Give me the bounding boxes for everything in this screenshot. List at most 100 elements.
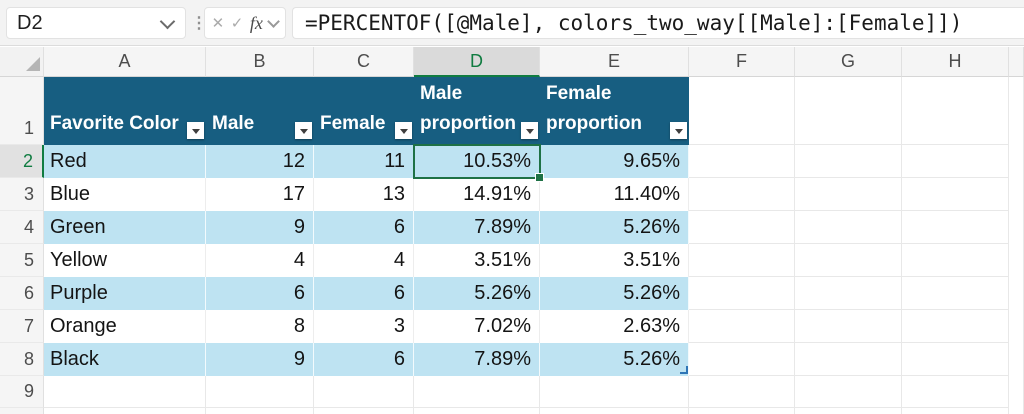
cell-b10[interactable] [206,408,314,414]
cell-b2[interactable]: 12 [206,145,314,178]
column-header-e[interactable]: E [540,47,689,77]
cell-h6[interactable] [902,277,1009,310]
filter-button-female-proportion[interactable] [670,122,687,139]
enter-button[interactable]: ✓ [230,15,244,32]
cell-f5[interactable] [689,244,795,277]
cell-d7[interactable]: 7.02% [414,310,540,343]
row-header-2-selected[interactable]: 2 [0,145,44,178]
cell-f10[interactable] [689,408,795,414]
cell-h2[interactable] [902,145,1009,178]
cell-h9[interactable] [902,376,1009,408]
cell-c2[interactable]: 11 [314,145,414,178]
column-header-b[interactable]: B [206,47,314,77]
cell-a7[interactable]: Orange [44,310,206,343]
row-header-8[interactable]: 8 [0,343,44,376]
filter-button-male[interactable] [295,122,312,139]
cell-c5[interactable]: 4 [314,244,414,277]
row-header-3[interactable]: 3 [0,178,44,211]
cell-b5[interactable]: 4 [206,244,314,277]
cell-d3[interactable]: 14.91% [414,178,540,211]
cell-e9[interactable] [540,376,689,408]
cell-g1[interactable] [795,77,902,145]
cell-f8[interactable] [689,343,795,376]
cell-b8[interactable]: 9 [206,343,314,376]
cell-g3[interactable] [795,178,902,211]
cell-a9[interactable] [44,376,206,408]
cell-h3[interactable] [902,178,1009,211]
cell-b4[interactable]: 9 [206,211,314,244]
cell-g4[interactable] [795,211,902,244]
column-header-d-selected[interactable]: D [414,47,540,77]
cell-f3[interactable] [689,178,795,211]
row-header-6[interactable]: 6 [0,277,44,310]
cell-h5[interactable] [902,244,1009,277]
cell-a10[interactable] [44,408,206,414]
column-header-c[interactable]: C [314,47,414,77]
formula-input[interactable]: =PERCENTOF([@Male], colors_two_way[[Male… [292,7,1024,39]
cell-f4[interactable] [689,211,795,244]
cell-a5[interactable]: Yellow [44,244,206,277]
cell-a4[interactable]: Green [44,211,206,244]
cell-e8[interactable]: 5.26% [540,343,689,376]
cell-h4[interactable] [902,211,1009,244]
table-resize-handle-icon[interactable] [680,366,688,374]
cell-f2[interactable] [689,145,795,178]
cell-h7[interactable] [902,310,1009,343]
cell-g7[interactable] [795,310,902,343]
fill-handle[interactable] [535,173,544,182]
cell-g2[interactable] [795,145,902,178]
cell-b3[interactable]: 17 [206,178,314,211]
cell-e1-female-proportion-header[interactable]: Female proportion [540,77,689,145]
cell-d6[interactable]: 5.26% [414,277,540,310]
filter-button-female[interactable] [395,122,412,139]
cell-c7[interactable]: 3 [314,310,414,343]
cell-c10[interactable] [314,408,414,414]
cell-g9[interactable] [795,376,902,408]
column-header-f[interactable]: F [689,47,795,77]
cell-e5[interactable]: 3.51% [540,244,689,277]
cell-c6[interactable]: 6 [314,277,414,310]
cell-h10[interactable] [902,408,1009,414]
filter-button-male-proportion[interactable] [521,122,538,139]
row-header-5[interactable]: 5 [0,244,44,277]
cell-d9[interactable] [414,376,540,408]
row-header-7[interactable]: 7 [0,310,44,343]
cell-f1[interactable] [689,77,795,145]
cell-b7[interactable]: 8 [206,310,314,343]
row-header-10-partial[interactable] [0,408,44,414]
chevron-down-icon[interactable] [159,13,176,29]
cell-a1-favorite-color-header[interactable]: Favorite Color [44,77,206,145]
filter-button-favorite-color[interactable] [187,122,204,139]
cell-b1-male-header[interactable]: Male [206,77,314,145]
column-header-a[interactable]: A [44,47,206,77]
cell-g10[interactable] [795,408,902,414]
cell-d8[interactable]: 7.89% [414,343,540,376]
cell-h8[interactable] [902,343,1009,376]
cell-d5[interactable]: 3.51% [414,244,540,277]
cell-e6[interactable]: 5.26% [540,277,689,310]
cell-b9[interactable] [206,376,314,408]
cell-e2[interactable]: 9.65% [540,145,689,178]
cell-b6[interactable]: 6 [206,277,314,310]
cell-f7[interactable] [689,310,795,343]
cell-e4[interactable]: 5.26% [540,211,689,244]
cell-a8[interactable]: Black [44,343,206,376]
cell-d2-active[interactable]: 10.53% [414,145,540,178]
cell-g8[interactable] [795,343,902,376]
name-box[interactable]: D2 [6,7,186,39]
cell-f9[interactable] [689,376,795,408]
cell-c1-female-header[interactable]: Female [314,77,414,145]
fx-dropdown-chevron-icon[interactable] [267,15,281,28]
column-header-g[interactable]: G [795,47,902,77]
cell-e10[interactable] [540,408,689,414]
select-all-button[interactable] [0,47,44,77]
cell-e3[interactable]: 11.40% [540,178,689,211]
cell-c3[interactable]: 13 [314,178,414,211]
cell-e7[interactable]: 2.63% [540,310,689,343]
cell-c4[interactable]: 6 [314,211,414,244]
cell-g5[interactable] [795,244,902,277]
insert-function-button[interactable]: fx [249,12,263,33]
cell-d4[interactable]: 7.89% [414,211,540,244]
row-header-4[interactable]: 4 [0,211,44,244]
row-header-1[interactable]: 1 [0,77,44,145]
